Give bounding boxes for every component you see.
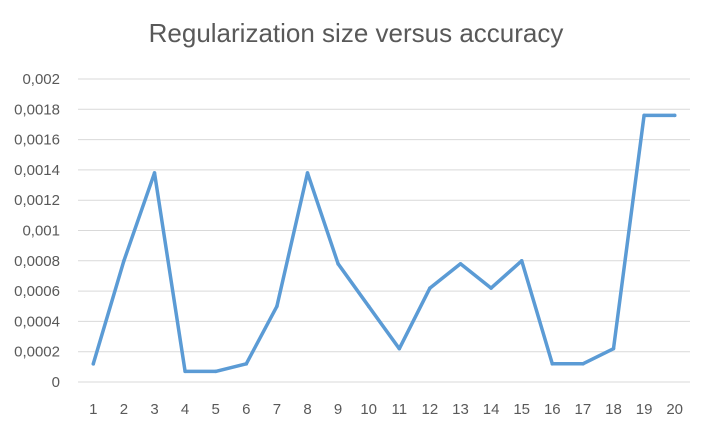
data-point bbox=[489, 286, 493, 290]
x-tick-label: 11 bbox=[392, 401, 408, 418]
data-point bbox=[366, 304, 371, 308]
y-tick-label: 0,0016 bbox=[14, 132, 60, 149]
data-point bbox=[550, 362, 555, 366]
data-point bbox=[397, 346, 402, 351]
x-tick-label: 16 bbox=[544, 401, 561, 418]
data-point bbox=[336, 262, 340, 266]
data-point bbox=[428, 286, 432, 290]
x-tick-label: 18 bbox=[605, 401, 622, 418]
x-tick-label: 17 bbox=[575, 401, 592, 418]
y-tick-label: 0,001 bbox=[22, 223, 60, 240]
y-tick-label: 0,0006 bbox=[14, 283, 60, 300]
data-point bbox=[305, 171, 310, 175]
data-point bbox=[183, 369, 187, 374]
y-tick-label: 0,0004 bbox=[14, 313, 60, 330]
x-tick-label: 6 bbox=[242, 401, 250, 418]
data-point bbox=[91, 362, 96, 366]
data-point bbox=[213, 369, 218, 374]
series-line bbox=[91, 113, 677, 374]
data-point bbox=[672, 113, 677, 118]
y-axis-ticks: 0 0,0002 0,0004 0,0006 0,0008 0,001 0,0012 0,00… bbox=[14, 71, 60, 391]
data-point bbox=[519, 259, 524, 263]
x-tick-label: 8 bbox=[303, 401, 311, 418]
x-tick-label: 9 bbox=[334, 401, 342, 418]
x-tick-label: 4 bbox=[181, 401, 189, 418]
x-tick-label: 14 bbox=[483, 401, 500, 418]
y-tick-label: 0,0012 bbox=[14, 192, 60, 209]
data-point bbox=[122, 259, 126, 263]
data-point bbox=[244, 362, 249, 366]
data-point bbox=[458, 262, 463, 266]
x-axis-ticks: 1 2 3 4 5 6 7 8 9 10 11 12 13 14 15 16 17 18 19 20 bbox=[89, 401, 683, 418]
y-tick-label: 0,0008 bbox=[14, 253, 60, 270]
x-tick-label: 3 bbox=[150, 401, 158, 418]
y-tick-label: 0,0002 bbox=[14, 344, 60, 361]
x-tick-label: 10 bbox=[360, 401, 377, 418]
data-point bbox=[581, 362, 585, 366]
x-tick-label: 1 bbox=[89, 401, 97, 418]
x-tick-label: 19 bbox=[636, 401, 653, 418]
x-tick-label: 12 bbox=[422, 401, 439, 418]
x-tick-label: 13 bbox=[452, 401, 469, 418]
x-tick-label: 5 bbox=[212, 401, 220, 418]
chart-title: Regularization size versus accuracy bbox=[148, 18, 564, 48]
x-tick-label: 15 bbox=[513, 401, 530, 418]
y-tick-label: 0 bbox=[52, 374, 60, 391]
series-layer bbox=[91, 113, 677, 374]
y-tick-label: 0,0018 bbox=[14, 101, 60, 118]
data-point bbox=[611, 346, 616, 351]
data-point bbox=[275, 304, 279, 308]
data-point bbox=[152, 171, 157, 175]
gridlines bbox=[78, 78, 690, 383]
x-tick-label: 2 bbox=[120, 401, 128, 418]
data-point bbox=[642, 113, 646, 118]
y-tick-label: 0,0014 bbox=[14, 162, 60, 179]
x-tick-label: 20 bbox=[666, 401, 683, 418]
x-tick-label: 7 bbox=[273, 401, 281, 418]
y-tick-label: 0,002 bbox=[22, 71, 60, 88]
